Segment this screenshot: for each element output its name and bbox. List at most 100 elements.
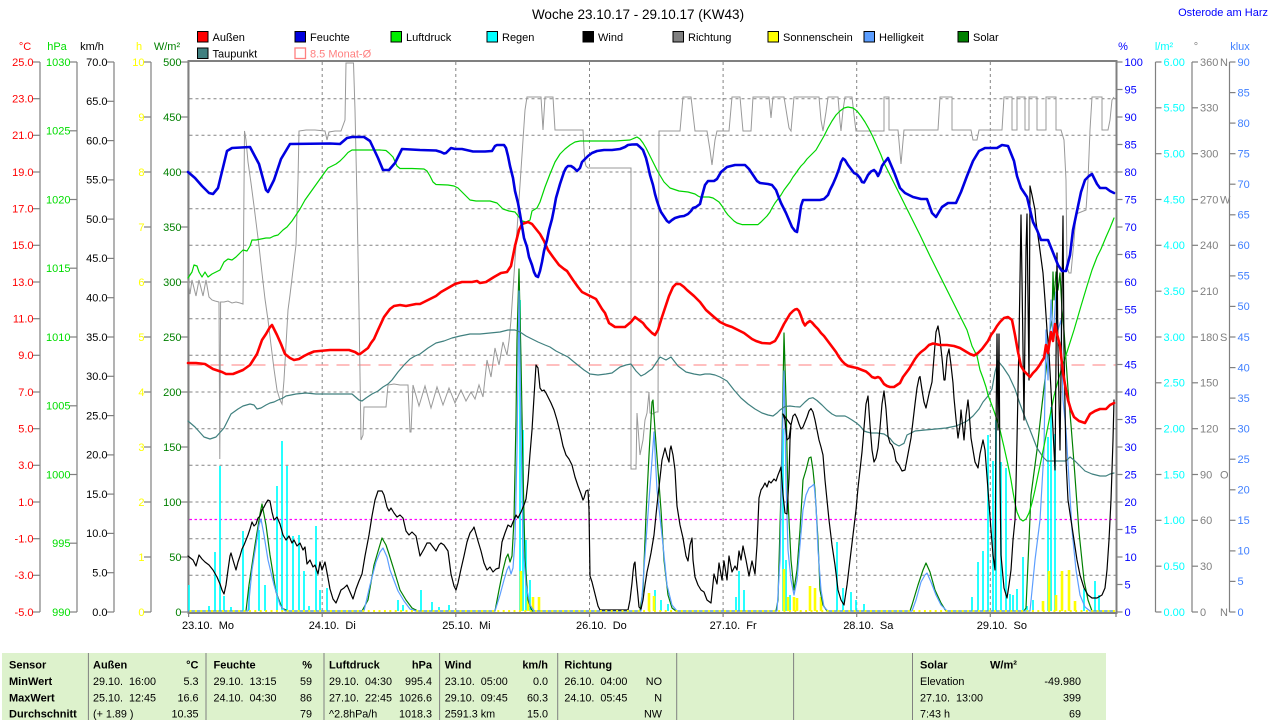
svg-text:Luftdruck: Luftdruck: [329, 659, 381, 671]
svg-text:0: 0: [175, 607, 181, 619]
svg-text:S: S: [1220, 332, 1227, 344]
svg-text:29.10. 16:00: 29.10. 16:00: [93, 676, 156, 688]
svg-text:270: 270: [1200, 194, 1218, 206]
svg-text:10: 10: [1238, 546, 1250, 558]
svg-text:°C: °C: [186, 659, 198, 671]
svg-text:400: 400: [163, 167, 181, 179]
svg-text:1: 1: [138, 552, 144, 564]
svg-text:8: 8: [138, 167, 144, 179]
svg-text:1030: 1030: [46, 57, 70, 69]
svg-text:24.10. 04:30: 24.10. 04:30: [214, 692, 277, 704]
svg-text:N: N: [1220, 57, 1228, 69]
svg-text:26.10. Do: 26.10. Do: [576, 620, 627, 632]
svg-text:90: 90: [1238, 57, 1250, 69]
svg-text:15.0: 15.0: [12, 240, 33, 252]
svg-text:4: 4: [138, 387, 144, 399]
svg-text:990: 990: [52, 607, 70, 619]
svg-text:65: 65: [1125, 249, 1137, 261]
svg-text:30: 30: [1125, 442, 1137, 454]
svg-text:85: 85: [1125, 139, 1137, 151]
svg-text:500: 500: [163, 57, 181, 69]
svg-text:7.0: 7.0: [18, 387, 33, 399]
svg-text:0: 0: [1125, 607, 1131, 619]
svg-text:25: 25: [1238, 454, 1250, 466]
svg-text:85: 85: [1238, 87, 1250, 99]
svg-text:3.0: 3.0: [18, 460, 33, 472]
svg-text:45: 45: [1238, 332, 1250, 344]
svg-text:11.0: 11.0: [13, 314, 34, 326]
svg-text:23.10. 05:00: 23.10. 05:00: [445, 676, 508, 688]
svg-text:6.00: 6.00: [1164, 57, 1185, 69]
svg-text:995: 995: [52, 538, 70, 550]
svg-text:hPa: hPa: [412, 659, 433, 671]
svg-text:30.0: 30.0: [86, 371, 107, 383]
svg-text:13.0: 13.0: [12, 277, 33, 289]
svg-text:25.0: 25.0: [86, 410, 107, 422]
svg-text:Regen: Regen: [502, 32, 534, 44]
svg-text:Feuchte: Feuchte: [214, 659, 256, 671]
svg-text:200: 200: [163, 387, 181, 399]
svg-text:300: 300: [163, 277, 181, 289]
svg-text:^2.8hPa/h: ^2.8hPa/h: [329, 709, 377, 721]
svg-text:3.50: 3.50: [1164, 286, 1185, 298]
svg-text:250: 250: [163, 332, 181, 344]
svg-text:°C: °C: [19, 41, 31, 53]
svg-text:0.0: 0.0: [533, 676, 548, 688]
svg-text:19.0: 19.0: [12, 167, 33, 179]
svg-text:0.50: 0.50: [1164, 561, 1185, 573]
svg-text:27.10. 22:45: 27.10. 22:45: [329, 692, 392, 704]
svg-text:Luftdruck: Luftdruck: [406, 32, 452, 44]
svg-text:1.00: 1.00: [1164, 515, 1185, 527]
svg-text:25.0: 25.0: [12, 57, 33, 69]
svg-text:5.0: 5.0: [18, 424, 33, 436]
svg-text:9.0: 9.0: [18, 350, 33, 362]
svg-text:5: 5: [138, 332, 144, 344]
svg-text:MinWert: MinWert: [9, 676, 53, 688]
svg-text:1010: 1010: [46, 332, 70, 344]
svg-text:20: 20: [1238, 485, 1250, 497]
svg-text:120: 120: [1200, 424, 1218, 436]
svg-text:20.0: 20.0: [86, 450, 107, 462]
svg-text:3: 3: [138, 442, 144, 454]
svg-text:1000: 1000: [46, 469, 70, 481]
svg-text:Sensor: Sensor: [9, 659, 47, 671]
svg-text:60.3: 60.3: [527, 692, 548, 704]
svg-text:10.35: 10.35: [171, 709, 198, 721]
svg-text:240: 240: [1200, 240, 1218, 252]
svg-text:2.00: 2.00: [1164, 424, 1185, 436]
svg-text:70.0: 70.0: [86, 57, 107, 69]
svg-text:65: 65: [1238, 210, 1250, 222]
svg-text:15: 15: [1125, 524, 1137, 536]
svg-text:20: 20: [1125, 497, 1137, 509]
svg-text:-3.0: -3.0: [15, 570, 34, 582]
svg-text:100: 100: [1125, 57, 1143, 69]
svg-text:17.0: 17.0: [12, 204, 33, 216]
svg-text:360: 360: [1200, 57, 1218, 69]
svg-text:350: 350: [163, 222, 181, 234]
svg-text:W/m²: W/m²: [990, 659, 1017, 671]
svg-text:1020: 1020: [46, 194, 70, 206]
svg-text:25.10. Mi: 25.10. Mi: [442, 620, 490, 632]
svg-text:8.5 Monat-Ø: 8.5 Monat-Ø: [310, 49, 372, 61]
svg-text:21.0: 21.0: [12, 130, 33, 142]
svg-text:Richtung: Richtung: [564, 659, 612, 671]
svg-text:35: 35: [1125, 414, 1137, 426]
svg-text:O: O: [1220, 469, 1229, 481]
svg-text:15: 15: [1238, 515, 1250, 527]
svg-text:9: 9: [138, 112, 144, 124]
svg-text:Elevation: Elevation: [920, 676, 964, 688]
svg-text:50: 50: [169, 552, 181, 564]
svg-text:Woche 23.10.17 - 29.10.17 (KW4: Woche 23.10.17 - 29.10.17 (KW43): [532, 7, 744, 22]
svg-text:50.0: 50.0: [86, 214, 107, 226]
svg-text:0.0: 0.0: [92, 607, 107, 619]
svg-text:Solar: Solar: [973, 32, 999, 44]
svg-text:h: h: [136, 41, 142, 53]
svg-text:1015: 1015: [46, 263, 70, 275]
svg-text:60.0: 60.0: [86, 135, 107, 147]
svg-text:5.3: 5.3: [183, 676, 198, 688]
svg-text:23.0: 23.0: [12, 94, 33, 106]
svg-text:45.0: 45.0: [86, 253, 107, 265]
svg-text:1.0: 1.0: [18, 497, 33, 509]
svg-text:5: 5: [1238, 576, 1244, 588]
svg-text:10: 10: [132, 57, 144, 69]
